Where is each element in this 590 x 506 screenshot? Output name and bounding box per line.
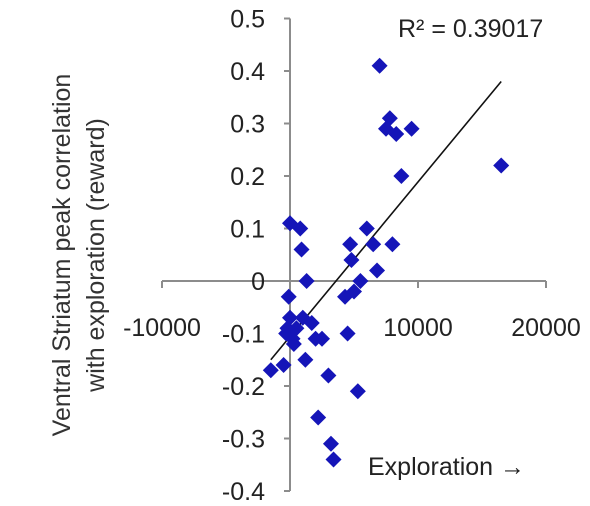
data-point	[298, 273, 315, 289]
data-point	[314, 330, 330, 347]
data-point	[343, 252, 360, 268]
axes-layer: 0.5 0.4 0.3 0.2 0.1 0 -0.1 -0.2 -0.3 -0.4 -10000 10…	[123, 6, 581, 506]
data-point	[384, 236, 401, 253]
r-squared-annotation: R² = 0.39017	[398, 15, 543, 43]
data-point	[320, 367, 337, 384]
data-point	[288, 320, 305, 337]
data-point	[280, 288, 297, 305]
y-tick-label: -0.4	[222, 478, 265, 506]
x-tick-label: 20000	[511, 314, 581, 342]
data-point	[365, 236, 382, 253]
data-point	[297, 351, 314, 368]
data-point	[403, 120, 420, 137]
x-tick-label: 10000	[383, 314, 453, 342]
data-point	[322, 435, 339, 452]
y-tick-label: 0.3	[230, 111, 265, 139]
data-point	[292, 220, 309, 237]
data-point	[285, 336, 302, 352]
data-point	[358, 220, 375, 237]
y-axis-label-line-2: with exploration (reward)	[82, 118, 110, 393]
data-point	[293, 241, 310, 258]
data-point	[352, 273, 369, 289]
data-point	[371, 57, 388, 74]
data-point	[325, 451, 342, 468]
trendline-layer	[270, 80, 502, 361]
y-tick-label: 0.2	[230, 163, 265, 191]
data-point	[342, 236, 359, 253]
data-point	[388, 126, 405, 142]
y-tick-label: 0.1	[230, 216, 265, 244]
data-point	[346, 283, 362, 300]
y-tick-label: -0.3	[222, 426, 265, 454]
labels-layer: R² = 0.39017 Exploration → Ventral Stria…	[48, 15, 543, 481]
x-axis-label: Exploration →	[368, 453, 525, 481]
y-tick-label: -0.1	[222, 321, 265, 349]
data-point	[339, 325, 356, 342]
data-point	[369, 262, 386, 279]
data-points-layer	[262, 57, 510, 468]
data-point	[262, 362, 279, 379]
y-tick-label: 0.4	[230, 58, 265, 86]
y-tick-label: -0.2	[222, 373, 265, 401]
data-point	[393, 168, 410, 184]
data-point	[275, 357, 292, 373]
data-point	[282, 309, 298, 326]
data-point	[310, 409, 327, 426]
data-point	[303, 315, 320, 331]
y-axis-label-line-1: Ventral Striatum peak correlation	[48, 74, 76, 437]
y-tick-label: 0.5	[230, 6, 265, 34]
trendline	[270, 80, 502, 361]
x-tick-label: -10000	[123, 314, 201, 342]
data-point	[349, 383, 366, 400]
data-point	[493, 157, 510, 174]
data-point	[381, 110, 398, 127]
y-tick-label: 0	[251, 268, 265, 296]
